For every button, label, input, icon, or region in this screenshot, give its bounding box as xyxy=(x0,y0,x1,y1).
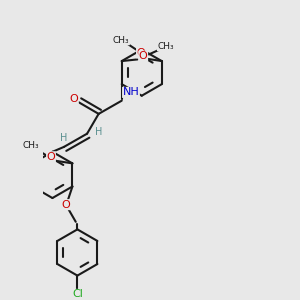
Text: O: O xyxy=(70,94,78,104)
Text: H: H xyxy=(60,133,68,142)
Text: CH₃: CH₃ xyxy=(22,141,39,150)
Text: O: O xyxy=(139,51,148,61)
Text: O: O xyxy=(61,200,70,210)
Text: H: H xyxy=(95,127,102,137)
Text: O: O xyxy=(136,48,145,58)
Text: O: O xyxy=(46,152,56,162)
Text: Cl: Cl xyxy=(72,290,83,299)
Text: NH: NH xyxy=(123,87,140,98)
Text: CH₃: CH₃ xyxy=(113,36,130,45)
Text: CH₃: CH₃ xyxy=(157,42,174,51)
